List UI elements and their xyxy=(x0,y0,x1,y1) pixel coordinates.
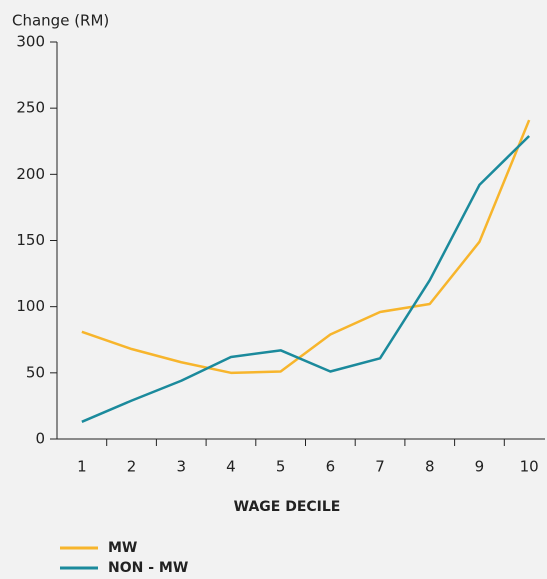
legend-label: MW xyxy=(108,540,137,556)
y-tick-label: 150 xyxy=(16,231,45,249)
x-tick-label: 4 xyxy=(226,458,236,476)
legend-label: NON - MW xyxy=(108,560,188,576)
x-tick-label: 9 xyxy=(475,458,485,476)
y-tick-label: 0 xyxy=(35,430,45,448)
y-tick-label: 300 xyxy=(16,33,45,51)
y-tick-label: 200 xyxy=(16,165,45,183)
x-tick-label: 1 xyxy=(77,458,87,476)
x-tick-label: 2 xyxy=(127,458,137,476)
y-axis-label: Change (RM) xyxy=(12,12,109,30)
y-tick-label: 100 xyxy=(16,297,45,315)
y-tick-label: 50 xyxy=(26,363,45,381)
x-tick-label: 3 xyxy=(176,458,186,476)
x-tick-label: 5 xyxy=(276,458,286,476)
series-line xyxy=(81,119,531,375)
x-tick-label: 6 xyxy=(326,458,336,476)
series-line xyxy=(81,135,531,423)
x-tick-label: 7 xyxy=(375,458,385,476)
y-tick-label: 250 xyxy=(16,99,45,117)
x-axis-label: WAGE DECILE xyxy=(234,499,341,515)
x-tick-label: 10 xyxy=(520,458,539,476)
x-tick-label: 8 xyxy=(425,458,435,476)
